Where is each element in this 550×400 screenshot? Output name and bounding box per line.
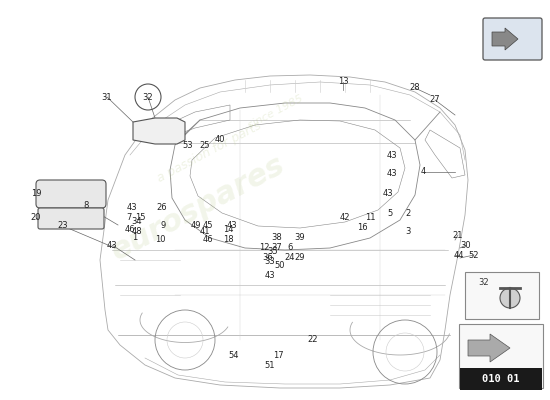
Text: 24: 24 [285,254,295,262]
Text: 38: 38 [272,234,282,242]
Text: 53: 53 [183,140,193,150]
Text: 2: 2 [405,208,411,218]
Text: 31: 31 [102,92,112,102]
Text: 010 01: 010 01 [482,374,520,384]
Text: eurospares: eurospares [106,150,290,266]
Text: 1: 1 [133,232,138,242]
Text: 12: 12 [258,244,270,252]
Text: 25: 25 [200,140,210,150]
Text: 22: 22 [308,336,318,344]
Text: 43: 43 [227,220,237,230]
Text: 46: 46 [203,236,213,244]
FancyBboxPatch shape [465,272,539,319]
Text: 48: 48 [131,228,142,236]
Text: 35: 35 [268,248,278,256]
Text: 43: 43 [107,240,117,250]
Text: 16: 16 [357,224,367,232]
FancyBboxPatch shape [36,180,106,208]
Text: 34: 34 [131,218,142,226]
Text: since 1985: since 1985 [246,93,304,131]
Text: 44: 44 [454,250,464,260]
Text: 13: 13 [338,78,348,86]
Circle shape [500,288,520,308]
Text: 3: 3 [405,228,411,236]
Text: 10: 10 [155,236,165,244]
FancyBboxPatch shape [460,368,542,390]
Text: 42: 42 [340,214,350,222]
Text: 18: 18 [223,236,233,244]
Polygon shape [492,28,518,50]
Text: 49: 49 [191,220,201,230]
Text: 37: 37 [272,244,282,252]
Text: 30: 30 [461,240,471,250]
Text: 19: 19 [31,188,41,198]
FancyBboxPatch shape [483,18,542,60]
Text: 43: 43 [387,150,397,160]
Text: 7: 7 [126,214,131,222]
Text: 50: 50 [275,260,285,270]
Text: 6: 6 [287,244,293,252]
Text: 43: 43 [126,202,138,212]
Text: 32: 32 [142,92,153,102]
Text: 52: 52 [469,250,479,260]
Text: 21: 21 [453,230,463,240]
Polygon shape [468,334,510,362]
Text: 8: 8 [83,202,89,210]
Text: 4: 4 [420,168,426,176]
Text: 46: 46 [125,226,135,234]
Text: 33: 33 [265,258,276,266]
Text: 15: 15 [135,214,145,222]
FancyBboxPatch shape [459,324,543,388]
Text: 43: 43 [387,168,397,178]
Text: 14: 14 [223,226,233,234]
Text: 5: 5 [387,208,393,218]
Text: 23: 23 [58,222,68,230]
Text: 36: 36 [263,254,273,262]
Text: 43: 43 [265,270,276,280]
Text: 51: 51 [265,360,275,370]
Text: 27: 27 [430,96,441,104]
Text: 17: 17 [273,350,283,360]
Text: 9: 9 [161,220,166,230]
Polygon shape [133,118,185,144]
Text: 43: 43 [383,188,393,198]
Text: 11: 11 [365,214,375,222]
Text: a passion for parts: a passion for parts [155,119,263,185]
Text: 20: 20 [31,214,41,222]
Text: 28: 28 [410,84,420,92]
Text: 40: 40 [214,136,225,144]
Text: 32: 32 [478,278,488,287]
Text: 26: 26 [157,202,167,212]
Text: 45: 45 [203,220,213,230]
FancyBboxPatch shape [38,208,104,229]
Text: 29: 29 [295,254,305,262]
Text: 41: 41 [200,228,210,236]
Text: 54: 54 [229,350,239,360]
Text: 39: 39 [295,234,305,242]
